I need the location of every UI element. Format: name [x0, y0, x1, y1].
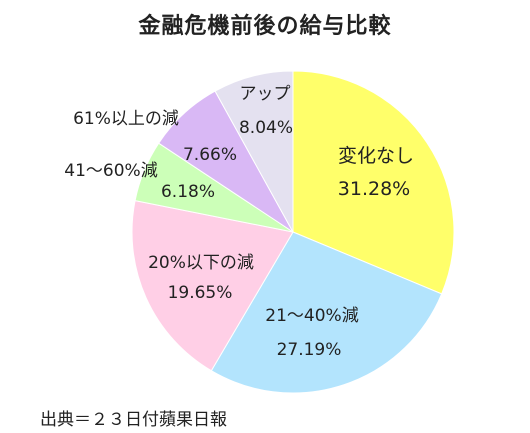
slice-value-label: 27.19% — [277, 340, 342, 360]
pie-slice — [210, 231, 443, 394]
chart-title: 金融危機前後の給与比較 — [138, 14, 392, 39]
pie-slice — [214, 70, 294, 233]
slice-value-label: 6.18% — [161, 182, 215, 202]
pie-slice — [131, 200, 294, 372]
slice-label: 41～60%減 — [64, 161, 157, 181]
slice-value-label: 8.04% — [239, 118, 293, 138]
slice-value-label: 7.66% — [183, 145, 237, 165]
slice-label: 21～40%減 — [265, 306, 358, 326]
pie-slice — [292, 70, 455, 295]
source-note: 出典＝２３日付蘋果日報 — [40, 410, 227, 430]
pie-labels: 変化なし 31.28% 21～40%減 27.19% 20%以下の減 19.65% 41～6… — [64, 84, 414, 360]
slice-value-label: 19.65% — [168, 283, 233, 303]
slice-label: 変化なし — [338, 145, 414, 167]
slice-value-label: 31.28% — [338, 178, 410, 200]
slice-label: アップ — [240, 84, 291, 104]
slice-label: 20%以下の減 — [148, 253, 254, 273]
pie-slices — [131, 70, 455, 394]
slice-label: 61%以上の減 — [73, 109, 179, 129]
